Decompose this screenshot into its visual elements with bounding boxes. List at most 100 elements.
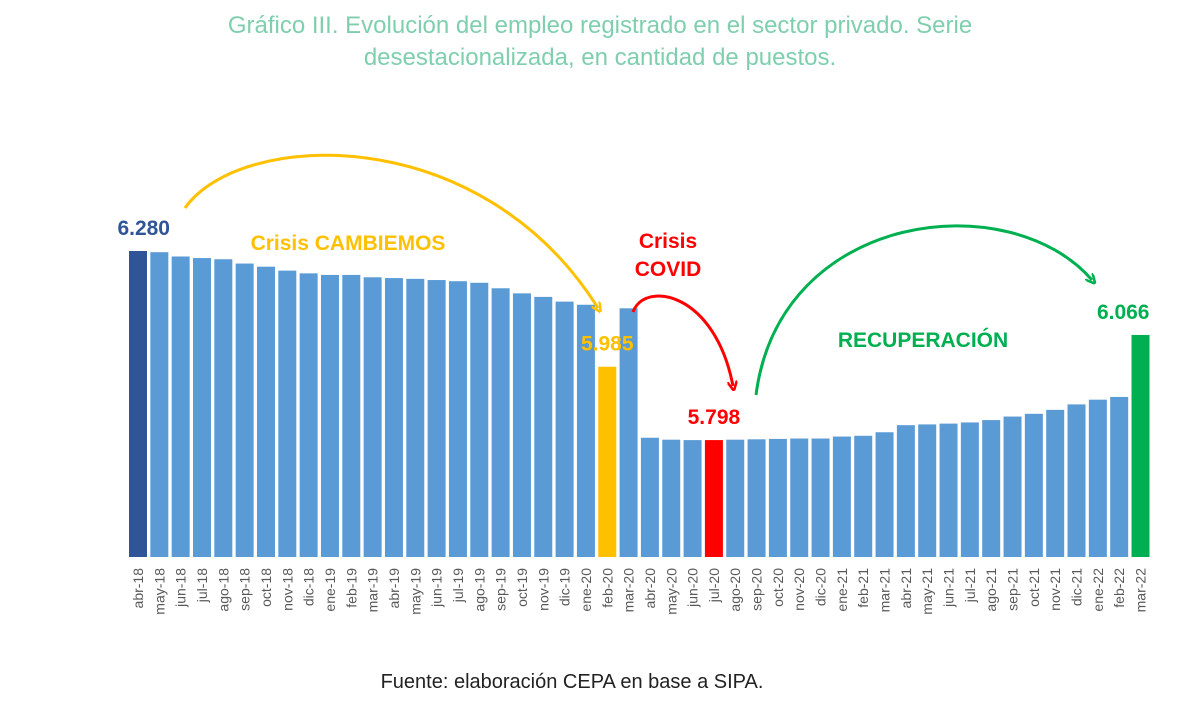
tick-label-abr-20: abr-20 — [642, 568, 658, 609]
tick-label-nov-18: nov-18 — [279, 568, 295, 611]
bar-sep-19 — [491, 288, 510, 557]
value-label-abr-18: 6.280 — [117, 217, 170, 240]
tick-label-mar-20: mar-20 — [621, 568, 637, 613]
bar-dic-19 — [555, 301, 574, 557]
covid-arrow — [631, 294, 733, 386]
bar-mar-19 — [363, 277, 382, 557]
tick-label-sep-21: sep-21 — [1005, 568, 1021, 611]
bar-abr-21 — [896, 425, 915, 557]
tick-label-ago-19: ago-19 — [471, 568, 487, 612]
tick-label-dic-20: dic-20 — [813, 568, 829, 606]
bars-group — [129, 251, 1150, 557]
tick-label-abr-19: abr-19 — [386, 568, 402, 609]
tick-label-oct-19: oct-19 — [514, 568, 530, 607]
bar-may-18 — [150, 252, 169, 557]
bar-sep-18 — [235, 263, 254, 557]
bar-mar-22 — [1131, 334, 1150, 557]
bar-dic-20 — [811, 438, 830, 557]
bar-ago-19 — [470, 282, 489, 557]
value-label-jul-20: 5.798 — [688, 406, 741, 429]
bar-abr-19 — [384, 278, 403, 557]
bar-ene-20 — [576, 304, 595, 557]
tick-label-mar-22: mar-22 — [1133, 568, 1149, 613]
value-label-feb-20: 5.985 — [581, 333, 634, 356]
tick-label-jun-19: jun-19 — [429, 568, 445, 608]
bar-jun-18 — [171, 256, 190, 557]
bar-jul-19 — [448, 281, 467, 557]
bar-ene-19 — [320, 274, 339, 557]
bar-ago-21 — [982, 420, 1001, 557]
bar-nov-19 — [534, 296, 553, 557]
tick-label-jul-20: jul-20 — [706, 568, 722, 603]
tick-label-jun-21: jun-21 — [941, 568, 957, 608]
bar-feb-22 — [1110, 396, 1129, 557]
bar-may-20 — [662, 439, 681, 557]
tick-label-ago-20: ago-20 — [727, 568, 743, 612]
bar-dic-21 — [1067, 404, 1086, 557]
bar-may-21 — [918, 424, 937, 557]
bar-abr-18 — [129, 251, 147, 557]
tick-label-may-21: may-21 — [919, 568, 935, 615]
bar-dic-18 — [299, 273, 318, 557]
tick-label-feb-22: feb-22 — [1111, 568, 1127, 608]
source-note: Fuente: elaboración CEPA en base a SIPA. — [380, 671, 764, 693]
tick-label-may-20: may-20 — [663, 568, 679, 615]
value-labels: 6.280 5.985 5.798 6.066 — [117, 217, 1149, 429]
bar-oct-18 — [256, 266, 275, 557]
tick-label-jul-18: jul-18 — [194, 568, 210, 603]
covid-crisis-label-line1: Crisis — [639, 230, 697, 253]
bar-abr-20 — [640, 437, 659, 557]
tick-label-feb-19: feb-19 — [343, 568, 359, 608]
bar-feb-20 — [598, 366, 617, 557]
tick-label-nov-19: nov-19 — [535, 568, 551, 611]
bar-jul-21 — [960, 422, 979, 557]
bar-jun-19 — [427, 280, 446, 557]
bar-mar-20 — [619, 308, 638, 557]
tick-label-ene-22: ene-22 — [1090, 568, 1106, 612]
chart-title: Gráfico III. Evolución del empleo regist… — [0, 10, 1200, 74]
bar-nov-20 — [790, 438, 809, 557]
tick-label-dic-18: dic-18 — [301, 568, 317, 606]
tick-label-sep-20: sep-20 — [749, 568, 765, 611]
bar-sep-21 — [1003, 416, 1022, 557]
tick-label-may-18: may-18 — [151, 568, 167, 615]
bar-oct-20 — [768, 438, 787, 557]
bar-ene-21 — [832, 436, 851, 557]
bar-ago-18 — [214, 259, 233, 557]
recovery-arrow — [754, 224, 1092, 396]
tick-label-abr-18: abr-18 — [130, 568, 146, 609]
bar-nov-18 — [278, 270, 297, 557]
x-axis-ticks: abr-18 may-18 jun-18 jul-18 ago-18 sep-18 oct-… — [130, 568, 1149, 615]
tick-label-oct-18: oct-18 — [258, 568, 274, 607]
bar-sep-20 — [747, 439, 766, 557]
macri-crisis-label: Crisis CAMBIEMOS — [251, 232, 446, 255]
tick-label-feb-20: feb-20 — [599, 568, 615, 608]
bar-feb-21 — [854, 435, 873, 557]
tick-label-feb-21: feb-21 — [855, 568, 871, 608]
tick-label-dic-21: dic-21 — [1069, 568, 1085, 606]
bar-may-19 — [406, 278, 425, 557]
tick-label-mar-19: mar-19 — [365, 568, 381, 613]
tick-label-ene-20: ene-20 — [578, 568, 594, 612]
tick-label-sep-19: sep-19 — [493, 568, 509, 611]
chart-title-line2: desestacionalizada, en cantidad de puest… — [363, 44, 837, 71]
tick-label-dic-19: dic-19 — [557, 568, 573, 606]
tick-label-abr-21: abr-21 — [898, 568, 914, 609]
tick-label-ene-19: ene-19 — [322, 568, 338, 612]
tick-label-sep-18: sep-18 — [237, 568, 253, 611]
tick-label-jul-21: jul-21 — [962, 568, 978, 603]
tick-label-nov-20: nov-20 — [791, 568, 807, 611]
bar-oct-21 — [1024, 413, 1043, 557]
bar-jul-20 — [704, 440, 723, 557]
tick-label-oct-20: oct-20 — [770, 568, 786, 607]
bar-oct-19 — [512, 293, 531, 557]
bar-jun-20 — [683, 440, 702, 557]
bar-jul-18 — [192, 258, 211, 557]
value-label-mar-22: 6.066 — [1097, 301, 1150, 324]
covid-crisis-label-line2: COVID — [635, 258, 702, 281]
tick-label-mar-21: mar-21 — [877, 568, 893, 613]
tick-label-ago-18: ago-18 — [215, 568, 231, 612]
recovery-label: RECUPERACIÓN — [838, 328, 1008, 352]
tick-label-jun-18: jun-18 — [173, 568, 189, 608]
